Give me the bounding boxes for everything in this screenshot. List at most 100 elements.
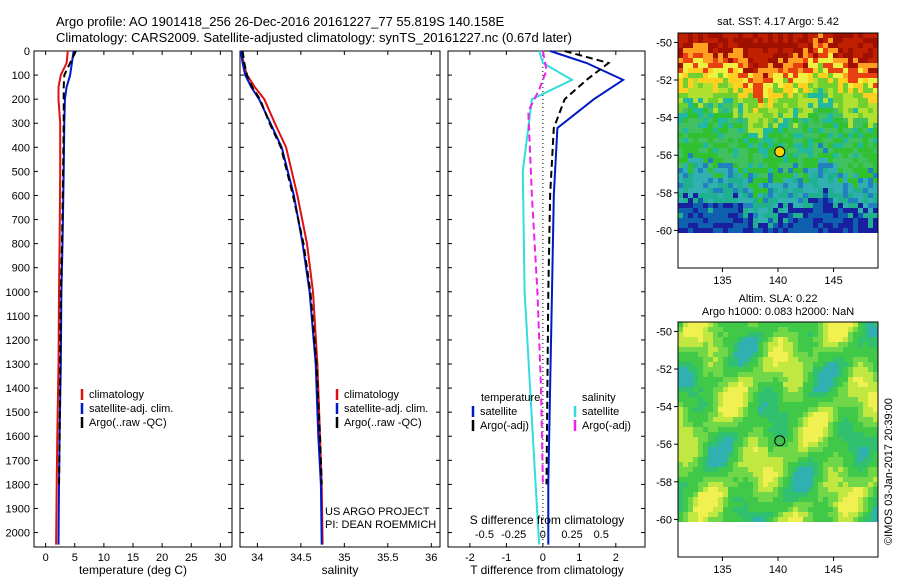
sla-cell	[778, 377, 783, 382]
sla-cell	[713, 397, 718, 402]
sst-cell	[803, 168, 808, 173]
sla-cell	[723, 372, 728, 377]
sst-cell	[858, 118, 863, 123]
sst-cell	[773, 43, 778, 48]
sla-cell	[788, 497, 793, 502]
sst-cell	[683, 73, 688, 78]
sla-cell	[868, 502, 873, 507]
sst-cell	[803, 68, 808, 73]
sla-cell	[683, 497, 688, 502]
x-tick-label: 30	[214, 552, 226, 564]
sla-cell	[738, 507, 743, 512]
sla-cell	[703, 362, 708, 367]
sla-cell	[788, 437, 793, 442]
sla-cell	[703, 417, 708, 422]
sla-cell	[753, 487, 758, 492]
sst-cell	[708, 118, 713, 123]
sla-cell	[828, 517, 833, 522]
sst-cell	[853, 173, 858, 178]
sst-cell	[713, 103, 718, 108]
sla-cell	[813, 347, 818, 352]
sla-cell	[848, 497, 853, 502]
sst-cell	[738, 133, 743, 138]
sst-cell	[868, 68, 873, 73]
sla-cell	[793, 517, 798, 522]
sla-cell	[788, 382, 793, 387]
sst-cell	[783, 83, 788, 88]
sla-cell	[728, 497, 733, 502]
sla-cell	[728, 477, 733, 482]
sla-cell	[683, 447, 688, 452]
sst-cell	[803, 98, 808, 103]
sla-cell	[783, 402, 788, 407]
sst-cell	[843, 123, 848, 128]
sst-cell	[728, 183, 733, 188]
sla-cell	[753, 347, 758, 352]
sst-cell	[778, 53, 783, 58]
legend-heading-salinity: salinity	[582, 392, 616, 404]
sst-cell	[818, 213, 823, 218]
sst-cell	[753, 88, 758, 93]
sla-cell	[773, 352, 778, 357]
sla-cell	[838, 452, 843, 457]
sla-cell	[713, 422, 718, 427]
sst-cell	[793, 163, 798, 168]
sla-cell	[773, 517, 778, 522]
sla-cell	[783, 347, 788, 352]
sst-cell	[693, 208, 698, 213]
sst-cell	[768, 43, 773, 48]
sla-cell	[833, 397, 838, 402]
sst-cell	[713, 153, 718, 158]
sst-cell	[823, 48, 828, 53]
sst-cell	[718, 33, 723, 38]
sst-cell	[683, 198, 688, 203]
sst-cell	[748, 43, 753, 48]
sst-cell	[833, 58, 838, 63]
sst-cell	[808, 43, 813, 48]
sla-cell	[833, 517, 838, 522]
sla-cell	[778, 337, 783, 342]
sst-cell	[773, 228, 778, 233]
sla-cell	[798, 452, 803, 457]
sst-cell	[798, 178, 803, 183]
sla-cell	[778, 372, 783, 377]
sst-cell	[698, 163, 703, 168]
x-tick-label: 35.5	[377, 552, 398, 564]
sst-cell	[783, 208, 788, 213]
sla-cell	[748, 437, 753, 442]
sla-cell	[773, 347, 778, 352]
sla-cell	[798, 437, 803, 442]
sst-cell	[798, 183, 803, 188]
sla-cell	[738, 502, 743, 507]
sst-cell	[858, 178, 863, 183]
sst-cell	[793, 33, 798, 38]
sst-cell	[848, 58, 853, 63]
sst-cell	[753, 208, 758, 213]
sst-cell	[748, 118, 753, 123]
sst-cell	[868, 93, 873, 98]
sst-cell	[773, 48, 778, 53]
sla-cell	[818, 427, 823, 432]
sst-cell	[693, 43, 698, 48]
sst-cell	[698, 118, 703, 123]
sst-cell	[853, 108, 858, 113]
sla-cell	[828, 452, 833, 457]
sla-cell	[838, 342, 843, 347]
y-tick-label: 400	[12, 142, 30, 154]
sst-cell	[758, 108, 763, 113]
sla-cell	[733, 427, 738, 432]
sst-cell	[803, 83, 808, 88]
sst-cell	[808, 88, 813, 93]
sst-cell	[838, 203, 843, 208]
sla-cell	[813, 462, 818, 467]
sla-cell	[783, 372, 788, 377]
sst-cell	[858, 73, 863, 78]
sla-cell	[868, 392, 873, 397]
sla-cell	[733, 402, 738, 407]
sst-cell	[808, 53, 813, 58]
sst-cell	[858, 48, 863, 53]
sst-cell	[773, 223, 778, 228]
sla-cell	[828, 362, 833, 367]
sla-cell	[738, 457, 743, 462]
sst-cell	[773, 98, 778, 103]
